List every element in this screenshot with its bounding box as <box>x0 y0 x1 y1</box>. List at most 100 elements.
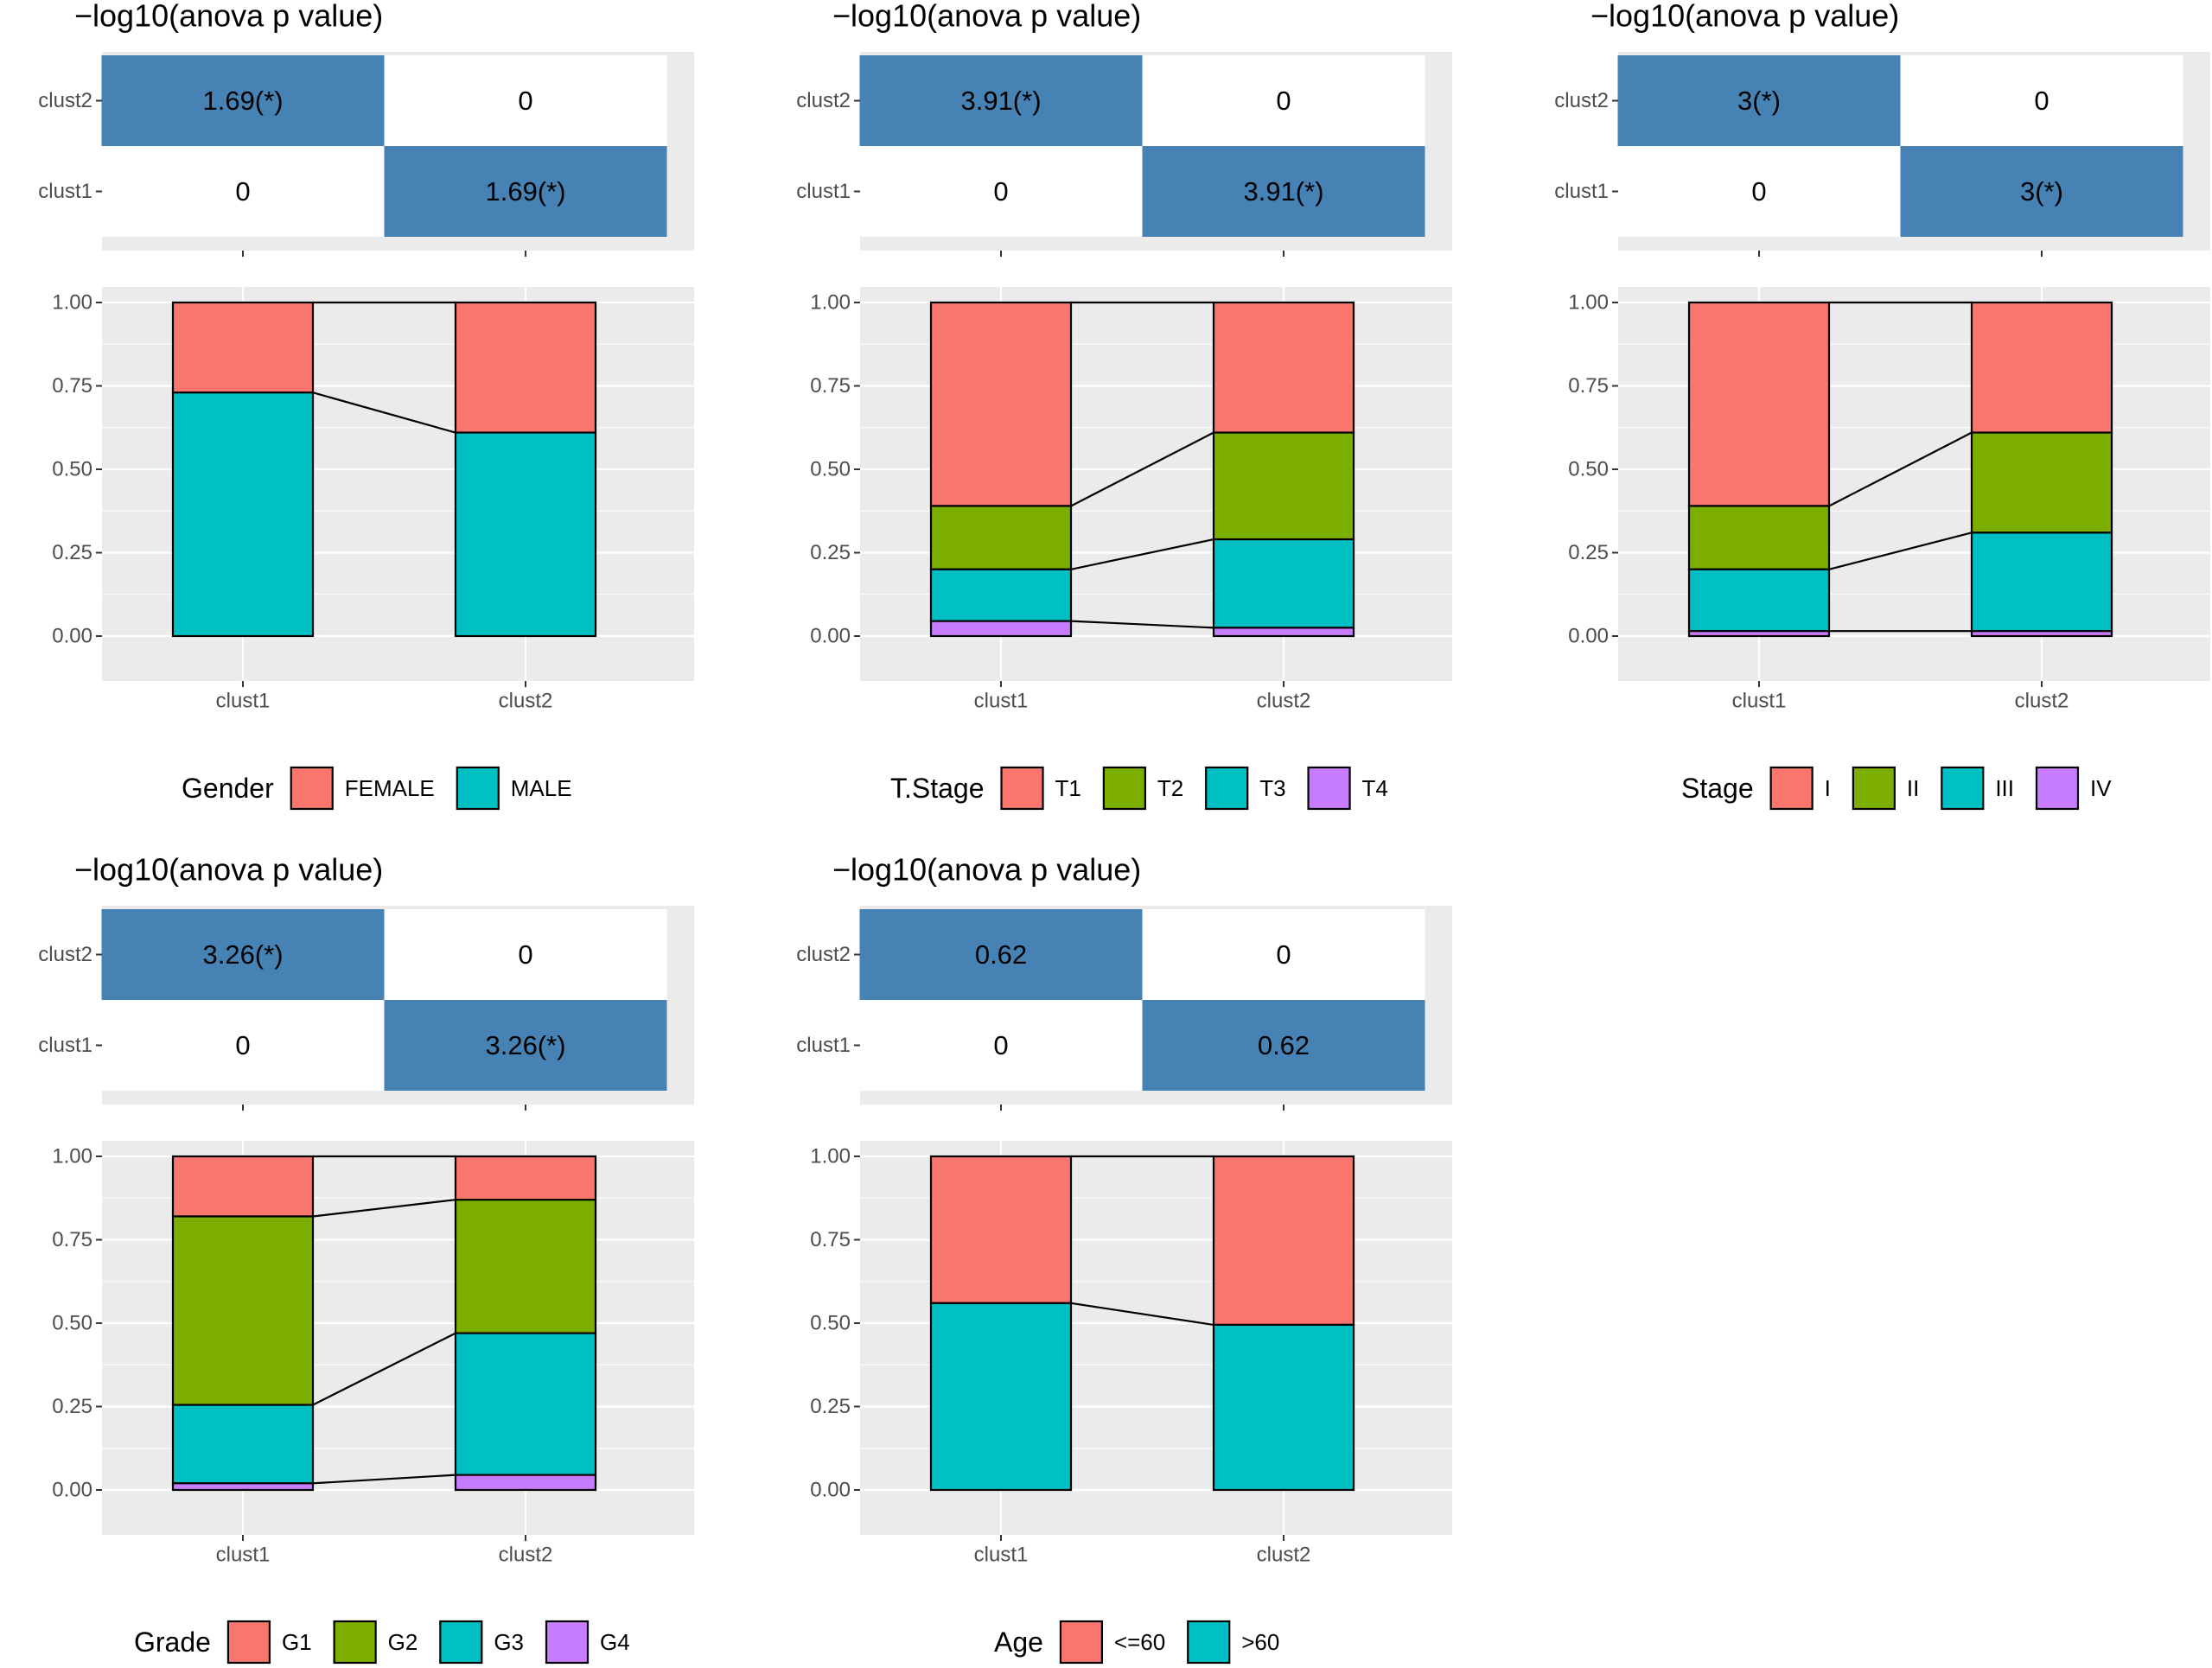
heatmap-cell-label: 0 <box>2034 86 2049 116</box>
heatmap-cell <box>1142 1000 1425 1091</box>
bar-segment-clust1-T2 <box>929 505 1073 570</box>
y-tick-label: 0.50 <box>810 1312 851 1335</box>
heatmap-cell <box>101 146 385 237</box>
heatmap-cell <box>101 1000 385 1091</box>
y-tick-label: 0.50 <box>810 458 851 481</box>
bar-segment-clust2-II <box>1970 431 2113 534</box>
legend-title: T.Stage <box>890 773 985 804</box>
bar-segment-clust1-G3 <box>171 1404 315 1485</box>
facet-title: −log10(anova p value) <box>832 852 1141 888</box>
bar-segment-clust1-T1 <box>929 301 1073 507</box>
legend-key <box>1852 766 1896 811</box>
heatmap-cell-label: 1.69(*) <box>202 86 283 116</box>
facet-title: −log10(anova p value) <box>832 0 1141 34</box>
legend-label: MALE <box>511 775 572 801</box>
legend-label: <=60 <box>1114 1629 1165 1655</box>
legend-key <box>1187 1620 1231 1665</box>
y-tick-label: 0.50 <box>52 1312 92 1335</box>
legend-label: T4 <box>1362 775 1388 801</box>
heatmap-row-label: clust2 <box>38 89 92 112</box>
heatmap-cell <box>101 909 385 1000</box>
heatmap-cell <box>859 146 1143 237</box>
legend-label: IV <box>2090 775 2112 801</box>
bar-segment-clust2-<=60 <box>1212 1155 1355 1327</box>
heatmap-cell <box>384 909 667 1000</box>
legend-key <box>1941 766 1985 811</box>
bar-segment-clust2-III <box>1970 532 2113 633</box>
connector-line <box>1070 431 1214 507</box>
legend-label: G2 <box>388 1629 418 1655</box>
bar-segment-clust2-T3 <box>1212 538 1355 629</box>
legend-label: G4 <box>600 1629 630 1655</box>
legend-label: II <box>1907 775 1919 801</box>
bar-segment-clust2-T2 <box>1212 431 1355 541</box>
heatmap-cell-label: 0 <box>235 1030 250 1060</box>
heatmap-cell-label: 3(*) <box>1737 86 1781 116</box>
x-tick-label: clust2 <box>499 690 553 713</box>
legend-label: I <box>1825 775 1831 801</box>
facet-0: −log10(anova p value) 1.69(*) 0 clust2 0 1.69… <box>38 0 694 713</box>
bar-segment-clust2-G4 <box>454 1474 597 1492</box>
legend-title: Grade <box>134 1627 211 1658</box>
x-tick-label: clust2 <box>1257 690 1311 713</box>
heatmap-row-label: clust1 <box>38 1034 92 1057</box>
y-tick-label: 0.00 <box>810 625 851 648</box>
connector-line <box>1828 532 1973 570</box>
legend-label: T3 <box>1259 775 1285 801</box>
heatmap-cell <box>1900 55 2183 146</box>
bar-segment-clust1-G4 <box>171 1482 315 1492</box>
heatmap-cell-label: 3.91(*) <box>960 86 1041 116</box>
y-tick-label: 0.50 <box>1568 458 1609 481</box>
connector-line <box>1070 1302 1214 1327</box>
heatmap-cell <box>384 1000 667 1091</box>
legend-key <box>1102 766 1146 811</box>
bar-segment-clust1-G2 <box>171 1215 315 1406</box>
heatmap-cell <box>384 146 667 237</box>
y-tick-label: 0.25 <box>1568 541 1609 564</box>
x-tick-label: clust1 <box>974 690 1029 713</box>
bar-segment-clust2-G2 <box>454 1199 597 1334</box>
heatmap-cell-label: 3(*) <box>2020 176 2063 207</box>
bar-segment-clust1-T3 <box>929 568 1073 622</box>
heatmap-cell-label: 0.62 <box>1258 1030 1310 1060</box>
legend-key <box>2035 766 2080 811</box>
legend-title: Age <box>994 1627 1043 1658</box>
legend-key <box>545 1620 590 1665</box>
heatmap-cell <box>859 909 1143 1000</box>
legend-title: Gender <box>182 773 274 804</box>
heatmap-cell <box>1142 909 1425 1000</box>
x-tick-label: clust1 <box>216 690 271 713</box>
heatmap-row-label: clust1 <box>796 1034 851 1057</box>
heatmap-row-label: clust2 <box>1554 89 1609 112</box>
heatmap-cell-label: 0 <box>993 1030 1008 1060</box>
heatmap-cell <box>1617 146 1901 237</box>
x-tick-label: clust1 <box>974 1544 1029 1567</box>
heatmap-cell <box>1617 55 1901 146</box>
legend-key <box>290 766 334 811</box>
heatmap-cell-label: 0 <box>518 86 532 116</box>
legend: T.Stage T1 T2 T3 T4 <box>890 766 1388 811</box>
heatmap-cell <box>1142 55 1425 146</box>
heatmap-cell-label: 0 <box>518 939 532 970</box>
bar-segment-clust1-G1 <box>171 1155 315 1218</box>
heatmap-cell-label: 3.26(*) <box>485 1030 565 1060</box>
heatmap-cell-label: 3.26(*) <box>202 939 283 970</box>
connector-line <box>312 392 456 434</box>
heatmap-cell <box>859 1000 1143 1091</box>
legend-label: >60 <box>1241 1629 1279 1655</box>
bar-segment-clust1-I <box>1687 301 1831 507</box>
bar-segment-clust2-IV <box>1970 630 2113 638</box>
heatmap-cell <box>1900 146 2183 237</box>
x-tick-label: clust1 <box>1732 690 1787 713</box>
heatmap-row-label: clust2 <box>38 943 92 966</box>
y-tick-label: 0.75 <box>810 1228 851 1251</box>
legend-title: Stage <box>1681 773 1754 804</box>
y-tick-label: 0.00 <box>810 1479 851 1502</box>
legend: Grade G1 G2 G3 G4 <box>134 1620 630 1665</box>
legend-label: T2 <box>1157 775 1183 801</box>
x-tick-label: clust2 <box>499 1544 553 1567</box>
bar-segment-clust2-MALE <box>454 431 597 638</box>
legend-key <box>456 766 500 811</box>
legend-key <box>1000 766 1044 811</box>
bar-segment-clust1->60 <box>929 1302 1073 1492</box>
